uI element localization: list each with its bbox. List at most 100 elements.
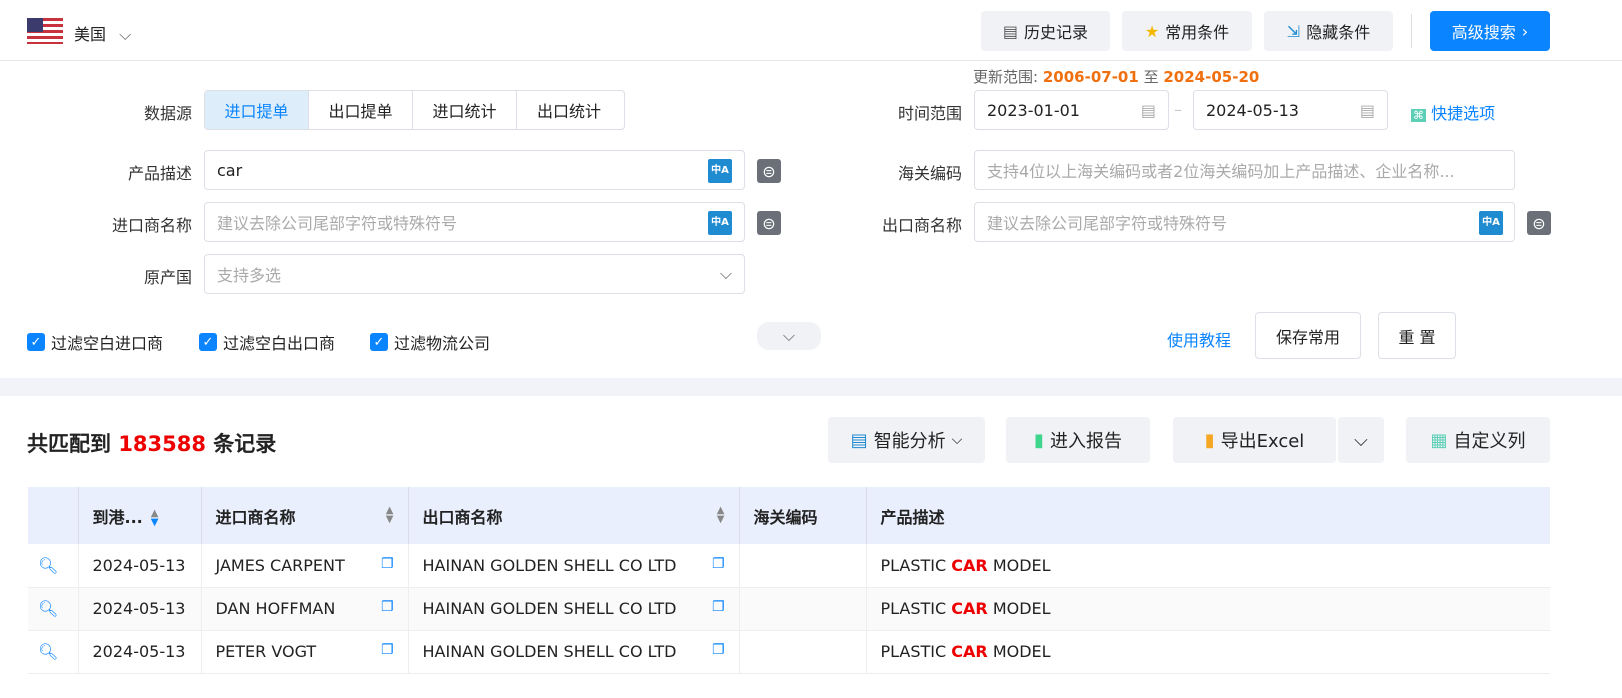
time-range-label: 时间范围 xyxy=(897,104,962,123)
translate-icon[interactable]: 中A xyxy=(1479,211,1503,235)
product-input[interactable]: car xyxy=(204,150,745,190)
header-arrival-date[interactable]: 到港... ▲ ▼ xyxy=(78,487,202,544)
header-hs-code: 海关编码 xyxy=(739,487,867,544)
exporter-label: 出口商名称 xyxy=(881,216,962,235)
copy-icon[interactable]: ❐ xyxy=(380,642,394,658)
tab-import-bill[interactable]: 进口提单 xyxy=(205,91,309,129)
chevron-down-icon: ⌵ xyxy=(951,432,963,448)
history-label: 历史记录 xyxy=(1024,23,1089,42)
tutorial-link[interactable]: 使用教程 xyxy=(1167,331,1232,350)
results-table: 到港... ▲ ▼ 进口商名称 ▲ ▼ 出口商名称 ▲ ▼ 海关编码 产品描述 🔍︎ 202… xyxy=(28,487,1550,674)
save-favorite-button[interactable]: 保存常用 xyxy=(1255,312,1361,359)
bi-icon: ▤ xyxy=(850,429,868,451)
cell-hs-code xyxy=(739,544,867,588)
cell-product-desc: PLASTIC CAR MODEL xyxy=(866,630,1550,674)
row-detail-button[interactable]: 🔍︎ xyxy=(28,587,79,631)
date-from-input[interactable]: 2023-01-01 ▤ xyxy=(974,90,1169,130)
smart-analysis-button[interactable]: ▤ 智能分析 ⌵ xyxy=(828,417,985,463)
top-bar: 美国 ⌵ ▤ 历史记录 ★ 常用条件 ⇲ 隐藏条件 高级搜索 › xyxy=(0,0,1622,61)
hide-conditions-button[interactable]: ⇲ 隐藏条件 xyxy=(1264,11,1393,51)
datasource-tabs: 进口提单 出口提单 进口统计 出口统计 xyxy=(204,90,625,130)
country-selector[interactable]: 美国 ⌵ xyxy=(74,21,131,45)
report-button[interactable]: ▮ 进入报告 xyxy=(1006,417,1150,463)
export-dropdown[interactable]: ⌵ xyxy=(1338,417,1384,463)
tab-export-bill[interactable]: 出口提单 xyxy=(309,91,413,129)
filter-blank-importer-checkbox[interactable]: ✓ 过滤空白进口商 xyxy=(27,330,163,354)
check-icon: ✓ xyxy=(27,333,45,351)
tab-import-stats[interactable]: 进口统计 xyxy=(413,91,517,129)
translate-icon[interactable]: 中A xyxy=(708,211,732,235)
favorites-button[interactable]: ★ 常用条件 xyxy=(1122,11,1252,51)
table-row: 🔍︎ 2024-05-13 PETER VOGT ❐ HAINAN GOLDEN … xyxy=(28,630,1550,674)
copy-icon[interactable]: ❐ xyxy=(380,555,394,572)
copy-icon[interactable]: ❐ xyxy=(711,599,725,615)
search-icon: 🔍︎ xyxy=(38,642,59,661)
exporter-input[interactable]: 建议去除公司尾部字符或特殊符号 xyxy=(974,202,1515,242)
result-count: 共匹配到 183588 条记录 xyxy=(27,432,277,456)
search-icon: 🔍︎ xyxy=(38,555,59,575)
translate-icon[interactable]: 中A xyxy=(708,159,732,183)
cell-exporter: HAINAN GOLDEN SHELL CO LTD ❐ xyxy=(408,587,740,631)
export-excel-button[interactable]: ▮ 导出Excel xyxy=(1173,417,1336,463)
reset-button[interactable]: 重 置 xyxy=(1378,312,1456,359)
importer-label: 进口商名称 xyxy=(111,216,192,235)
origin-label: 原产国 xyxy=(143,268,192,287)
chevron-down-icon: ⌵ xyxy=(1354,429,1368,451)
search-synonym-icon[interactable]: ⊜ xyxy=(757,159,781,183)
expand-toggle[interactable]: ⌵ xyxy=(757,322,821,350)
header-action xyxy=(28,487,79,544)
row-detail-button[interactable]: 🔍︎ xyxy=(28,630,79,674)
table-header: 到港... ▲ ▼ 进口商名称 ▲ ▼ 出口商名称 ▲ ▼ 海关编码 产品描述 xyxy=(28,487,1550,544)
search-button[interactable]: 搜 索 xyxy=(1473,312,1550,359)
header-importer[interactable]: 进口商名称 ▲ ▼ xyxy=(201,487,409,544)
sort-icon: ▲ ▼ xyxy=(716,504,725,525)
cell-importer: PETER VOGT ❐ xyxy=(201,630,409,674)
cell-exporter: HAINAN GOLDEN SHELL CO LTD ❐ xyxy=(408,544,740,588)
chevron-right-icon: › xyxy=(1521,21,1529,41)
hs-code-input[interactable]: 支持4位以上海关编码或者2位海关编码加上产品描述、企业名称... xyxy=(974,150,1515,190)
header-exporter[interactable]: 出口商名称 ▲ ▼ xyxy=(408,487,740,544)
cell-product-desc: PLASTIC CAR MODEL xyxy=(866,544,1550,588)
table-row: 🔍︎ 2024-05-13 JAMES CARPENT ❐ HAINAN GOLD… xyxy=(28,544,1550,588)
custom-columns-button[interactable]: ▦ 自定义列 xyxy=(1406,417,1550,463)
advanced-label: 高级搜索 xyxy=(1451,23,1516,42)
cell-date: 2024-05-13 xyxy=(78,587,202,631)
cell-date: 2024-05-13 xyxy=(78,630,202,674)
sort-icon: ▲ ▼ xyxy=(385,504,394,525)
table-row: 🔍︎ 2024-05-13 DAN HOFFMAN ❐ HAINAN GOLDEN… xyxy=(28,587,1550,631)
cell-importer: JAMES CARPENT ❐ xyxy=(201,544,409,588)
advanced-search-button[interactable]: 高级搜索 › xyxy=(1430,11,1550,51)
command-icon: ⌘ xyxy=(1411,109,1426,122)
search-synonym-icon[interactable]: ⊜ xyxy=(1527,211,1551,235)
search-synonym-icon[interactable]: ⊜ xyxy=(757,211,781,235)
copy-icon[interactable]: ❐ xyxy=(711,555,725,572)
cell-exporter: HAINAN GOLDEN SHELL CO LTD ❐ xyxy=(408,630,740,674)
date-to-input[interactable]: 2024-05-13 ▤ xyxy=(1193,90,1388,130)
product-label: 产品描述 xyxy=(127,164,192,183)
header-product-desc: 产品描述 xyxy=(866,487,1550,544)
calendar-icon: ▤ xyxy=(1359,100,1375,120)
divider xyxy=(1411,14,1412,48)
filter-logistics-checkbox[interactable]: ✓ 过滤物流公司 xyxy=(370,330,490,354)
history-button[interactable]: ▤ 历史记录 xyxy=(981,11,1110,51)
quick-options-link[interactable]: ⌘ 快捷选项 xyxy=(1411,104,1496,123)
cell-hs-code xyxy=(739,630,867,674)
cell-hs-code xyxy=(739,587,867,631)
star-icon: ★ xyxy=(1144,21,1160,41)
report-icon: ▮ xyxy=(1034,429,1044,451)
hide-label: 隐藏条件 xyxy=(1306,23,1371,42)
favorites-label: 常用条件 xyxy=(1165,23,1230,42)
history-icon: ▤ xyxy=(1002,21,1019,41)
importer-input[interactable]: 建议去除公司尾部字符或特殊符号 xyxy=(204,202,745,242)
row-detail-button[interactable]: 🔍︎ xyxy=(28,544,79,588)
filter-blank-exporter-checkbox[interactable]: ✓ 过滤空白出口商 xyxy=(199,330,335,354)
datasource-label: 数据源 xyxy=(143,104,192,123)
cell-product-desc: PLASTIC CAR MODEL xyxy=(866,587,1550,631)
origin-select[interactable]: 支持多选 ⌵ xyxy=(204,254,745,294)
copy-icon[interactable]: ❐ xyxy=(711,642,725,658)
copy-icon[interactable]: ❐ xyxy=(380,599,394,615)
check-icon: ✓ xyxy=(199,333,217,351)
tab-export-stats[interactable]: 出口统计 xyxy=(536,102,601,121)
us-flag-icon xyxy=(27,18,63,44)
search-icon: 🔍︎ xyxy=(38,599,59,618)
